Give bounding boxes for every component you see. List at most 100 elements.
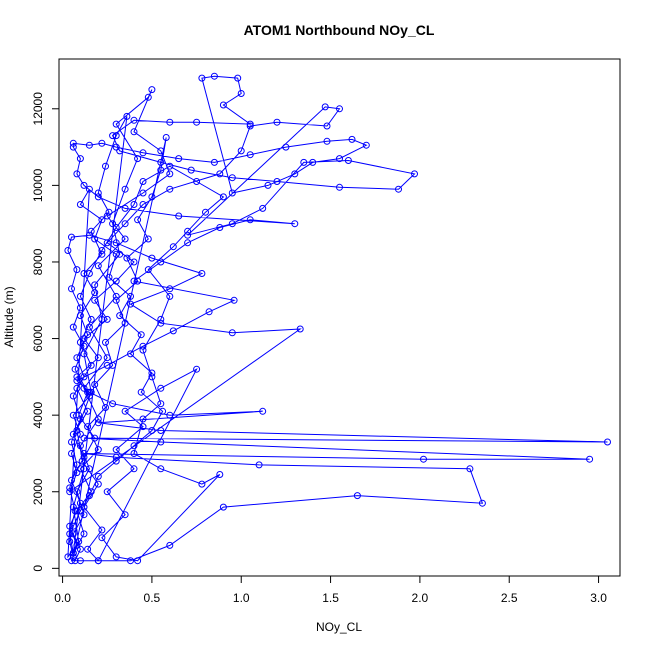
data-point [246,122,254,130]
data-point [216,224,224,231]
data-point [166,285,174,293]
data-point [144,235,152,243]
data-point [148,373,156,381]
data-point [157,166,165,174]
data-point [80,530,88,538]
data-point [139,178,147,185]
data-point [175,212,183,220]
data-point [80,503,88,511]
data-point [112,292,120,300]
data-point [80,384,88,392]
data-point [309,158,317,166]
data-point [71,507,79,515]
data-point [134,155,142,163]
data-point [362,141,370,149]
data-point [323,137,331,145]
data-point [198,270,206,277]
data-point [353,492,361,500]
data-point [64,247,72,254]
data-point [184,227,192,235]
data-point [69,139,77,147]
data-point [127,292,134,300]
data-point [139,423,147,431]
data-point [69,503,77,511]
data-point [91,289,99,297]
data-point [193,365,201,373]
data-point [66,538,74,545]
data-point [264,181,272,189]
data-point [64,553,72,561]
data-point [216,471,224,478]
data-point [91,381,99,388]
data-point [102,162,109,170]
data-point [112,250,120,258]
data-point [85,270,93,277]
data-point [109,132,117,140]
data-point [130,450,138,457]
x-tick-label: 1.5 [322,591,339,605]
data-point [157,465,165,473]
data-point [76,304,84,312]
data-point [130,465,138,473]
data-point [130,258,138,266]
data-point [166,185,174,193]
data-point [187,166,195,174]
data-point [134,216,142,224]
data-point [296,325,304,333]
data-point [98,139,106,147]
data-point [139,415,147,423]
data-point [91,296,99,304]
data-point [166,162,174,170]
data-point [66,530,74,538]
data-point [76,312,84,320]
data-point [134,557,142,565]
data-point [69,549,77,557]
x-tick-label: 0.0 [54,591,71,605]
data-point [76,507,84,515]
data-point [87,227,95,235]
data-point [157,438,165,446]
data-point [157,315,165,323]
data-point [166,118,174,126]
data-point [130,116,138,124]
data-point [84,388,92,396]
data-point [273,118,281,126]
series-layer [64,72,611,565]
data-point [69,323,77,331]
data-point [76,442,84,450]
data-point [139,342,147,350]
data-point [175,155,183,163]
data-point [84,545,92,553]
data-point [130,442,138,450]
data-point [71,557,79,565]
x-tick-label: 3.0 [590,591,607,605]
data-point [202,208,209,216]
x-axis-label: NOy_CL [316,620,362,634]
data-point [116,250,124,258]
data-point [228,174,236,182]
data-point [210,158,218,166]
data-point [123,112,131,120]
data-point [76,155,84,163]
data-point [69,553,77,561]
data-point [348,135,356,143]
data-point [109,400,117,408]
data-point [76,430,84,438]
data-point [112,277,120,285]
data-point [237,90,245,97]
data-point [130,201,138,208]
data-point [78,457,86,465]
data-point [80,434,88,442]
x-tick-label: 1.0 [233,591,250,605]
y-axis: 0 2000 4000 6000 8000 10000 12000 [31,92,60,572]
data-point [68,438,75,446]
data-point [169,243,177,251]
data-point [84,331,92,339]
data-point [300,158,308,166]
data-point [139,189,147,197]
data-point [121,220,129,228]
data-point [85,323,93,331]
data-point [144,266,152,274]
data-point [157,319,165,327]
y-tick-label: 12000 [31,92,45,126]
